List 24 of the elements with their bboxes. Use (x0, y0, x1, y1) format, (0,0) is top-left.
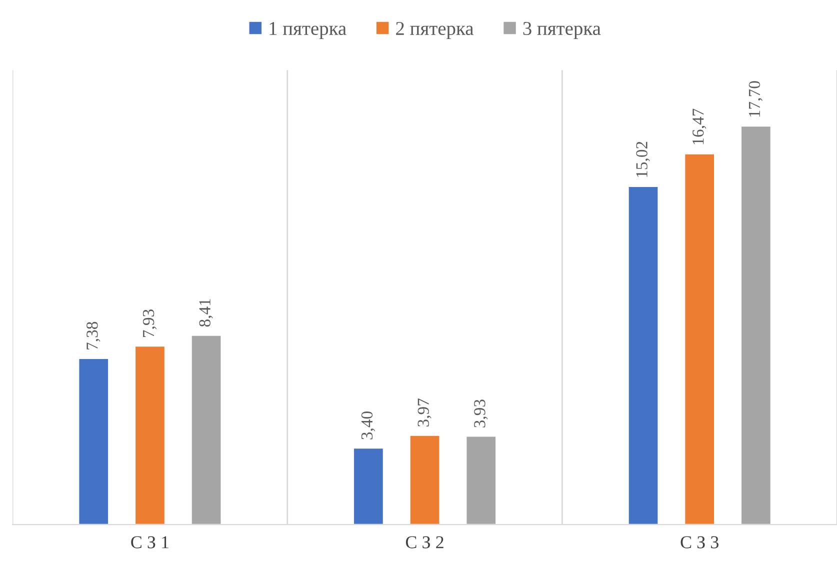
legend-label: 3 пятерка (523, 22, 601, 39)
data-label: 3,40 (361, 412, 376, 440)
bar (78, 358, 110, 525)
bar (465, 435, 497, 525)
bar (627, 186, 660, 525)
bar (190, 334, 222, 525)
bar (684, 152, 716, 525)
data-label: 3,93 (474, 400, 488, 428)
data-label: 7,93 (142, 310, 157, 337)
bar (134, 345, 166, 525)
data-label: 8,41 (199, 299, 213, 327)
data-label: 16,47 (692, 108, 706, 144)
data-label: 15,02 (636, 142, 650, 177)
data-label: 3,97 (418, 398, 432, 426)
x-tick-label: С З 2 (406, 536, 444, 548)
legend-label: 2 пятерка (396, 22, 474, 39)
legend-label: 1 пятерка (270, 22, 346, 39)
bar (408, 434, 441, 525)
data-label: 7,38 (86, 322, 100, 350)
x-tick-label: С З 3 (680, 536, 718, 548)
x-tick-label: С З 1 (131, 536, 168, 548)
bar (352, 447, 384, 525)
bar (740, 125, 772, 525)
data-label: 17,70 (748, 81, 762, 117)
